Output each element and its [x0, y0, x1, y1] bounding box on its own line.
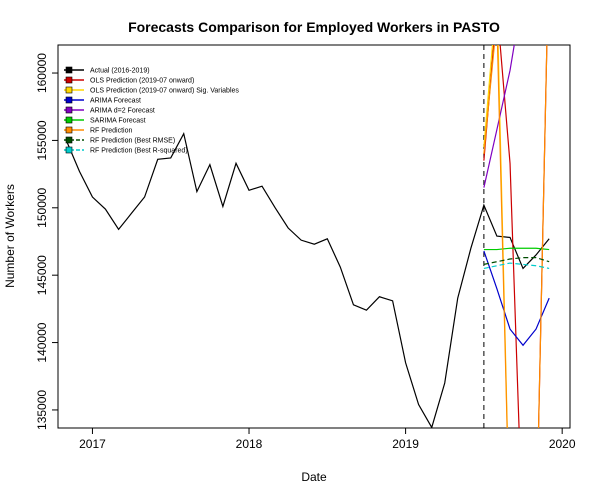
plot-frame [57, 44, 571, 429]
x-tick-label: 2020 [549, 437, 576, 451]
series-line [483, 262, 550, 270]
x-axis-label: Date [301, 470, 327, 484]
series-line [483, 257, 550, 265]
legend-swatch [65, 136, 73, 144]
y-tick-label: 160000 [35, 53, 49, 93]
legend-label: RF Prediction (Best RMSE) [90, 138, 175, 145]
chart-title: Forecasts Comparison for Employed Worker… [128, 19, 500, 35]
y-tick-label: 140000 [35, 322, 49, 362]
legend-label: Actual (2016-2019) [90, 68, 150, 75]
legend-label: OLS Prediction (2019-07 onward) [90, 78, 194, 85]
legend-label: RF Prediction (Best R-squared) [90, 148, 188, 155]
legend-label: ARIMA Forecast [90, 98, 141, 105]
series-line [483, 45, 515, 188]
y-axis-label: Number of Workers [3, 184, 17, 288]
legend-swatch [65, 146, 73, 154]
legend-swatch [65, 116, 73, 124]
legend-swatch [65, 66, 73, 74]
legend-swatch [65, 76, 73, 84]
x-tick-label: 2019 [392, 437, 419, 451]
y-tick-label: 155000 [35, 120, 49, 160]
x-tick-label: 2018 [236, 437, 263, 451]
legend-label: ARIMA d=2 Forecast [90, 108, 155, 115]
legend-swatch [65, 86, 73, 94]
legend-swatch [65, 126, 73, 134]
series-line [483, 250, 550, 347]
y-tick-label: 135000 [35, 390, 49, 430]
series-line [65, 131, 550, 428]
plot-area [65, 45, 550, 428]
legend-label: SARIMA Forecast [90, 118, 146, 125]
legend-swatch [65, 106, 73, 114]
series-line [483, 45, 548, 428]
series-line [483, 247, 550, 251]
legend-label: OLS Prediction (2019-07 onward) Sig. Var… [90, 88, 239, 95]
y-tick-label: 150000 [35, 187, 49, 227]
legend-label: RF Prediction [90, 128, 133, 135]
y-tick-label: 145000 [35, 255, 49, 295]
x-tick-label: 2017 [79, 437, 106, 451]
legend-swatch [65, 96, 73, 104]
